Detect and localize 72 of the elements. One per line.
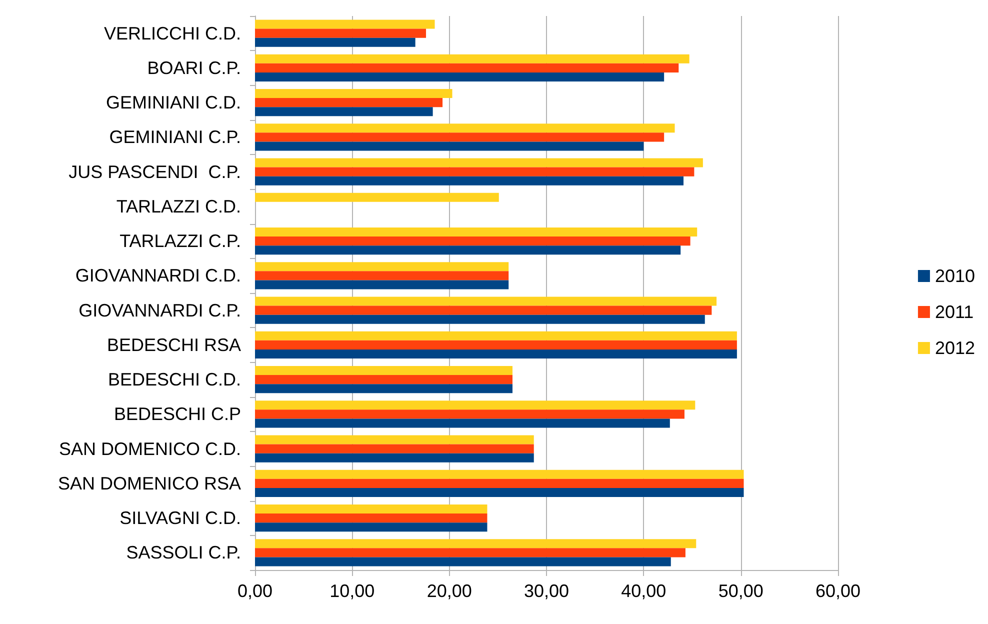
bar: [255, 167, 694, 176]
bar: [255, 192, 499, 202]
bar: [255, 246, 681, 255]
y-tick-label: VERLICCHI C.D.: [104, 23, 241, 44]
bar: [255, 349, 737, 358]
bar: [255, 306, 712, 315]
bar: [255, 435, 534, 444]
bar: [255, 539, 696, 548]
x-tick-label: 40,00: [621, 581, 666, 601]
bar: [255, 107, 433, 116]
bar: [255, 158, 703, 168]
y-tick-label: BEDESCHI C.D.: [108, 370, 241, 390]
bar: [255, 504, 488, 514]
bar: [255, 296, 717, 306]
legend-label: 2011: [934, 302, 974, 322]
bar: [255, 418, 670, 428]
bar: [255, 340, 737, 350]
bar: [255, 400, 696, 410]
bar: [255, 262, 509, 272]
bar: [255, 384, 512, 394]
bar: [255, 314, 705, 324]
y-tick-label: BEDESCHI RSA: [106, 334, 241, 355]
bar: [255, 375, 512, 384]
bar: [255, 142, 644, 151]
bar: [255, 548, 686, 558]
bar: [255, 557, 671, 566]
bar: [255, 72, 664, 82]
legend-label: 2012: [934, 338, 976, 358]
bar: [255, 410, 684, 419]
y-tick-label: TARLAZZI C.P.: [120, 231, 241, 252]
bar: [255, 38, 416, 47]
y-tick-label: GIOVANNARDI C.P.: [78, 300, 241, 320]
y-tick-label: SAN DOMENICO C.D.: [58, 438, 241, 459]
y-tick-label: SAN DOMENICO RSA: [58, 473, 241, 494]
y-tick-label: TARLAZZI C.D.: [116, 196, 241, 216]
y-tick-label: GEMINIANI C.P.: [109, 127, 241, 148]
bar: [255, 366, 512, 376]
bar: [255, 470, 744, 479]
bar: [255, 444, 534, 454]
bar: [255, 331, 737, 340]
bar: [255, 228, 698, 237]
bar: [255, 280, 509, 290]
y-tick-label: BOARI C.P.: [147, 58, 241, 78]
x-tick-label: 60,00: [815, 581, 861, 601]
y-tick-label: BEDESCHI C.P: [114, 404, 241, 424]
y-tick-label: GIOVANNARDI C.D.: [75, 266, 241, 286]
bar: [255, 453, 534, 462]
bar: [255, 54, 690, 64]
bar: [255, 124, 675, 133]
bar: [255, 98, 443, 108]
y-tick-label: JUS PASCENDI C.P.: [68, 162, 241, 182]
bar: [255, 89, 452, 98]
x-tick-label: 0,00: [237, 581, 273, 601]
bar: [255, 236, 690, 246]
x-tick-label: 30,00: [524, 581, 570, 601]
bar: [255, 63, 679, 72]
bar: [255, 28, 426, 38]
y-tick-label: SILVAGNI C.D.: [120, 508, 241, 528]
bar: [255, 514, 488, 523]
x-tick-label: 10,00: [330, 581, 375, 601]
bar: [255, 20, 435, 29]
bar: [255, 132, 664, 142]
x-tick-label: 20,00: [426, 581, 472, 601]
x-tick-label: 50,00: [718, 581, 764, 601]
bar: [255, 478, 744, 488]
bar: [255, 522, 488, 532]
y-tick-label: SASSOLI C.P.: [126, 542, 241, 563]
bar: [255, 488, 744, 497]
bar: [255, 176, 684, 186]
y-tick-label: GEMINIANI C.D.: [106, 92, 241, 113]
legend-label: 2010: [934, 266, 976, 286]
bar: [255, 271, 509, 280]
